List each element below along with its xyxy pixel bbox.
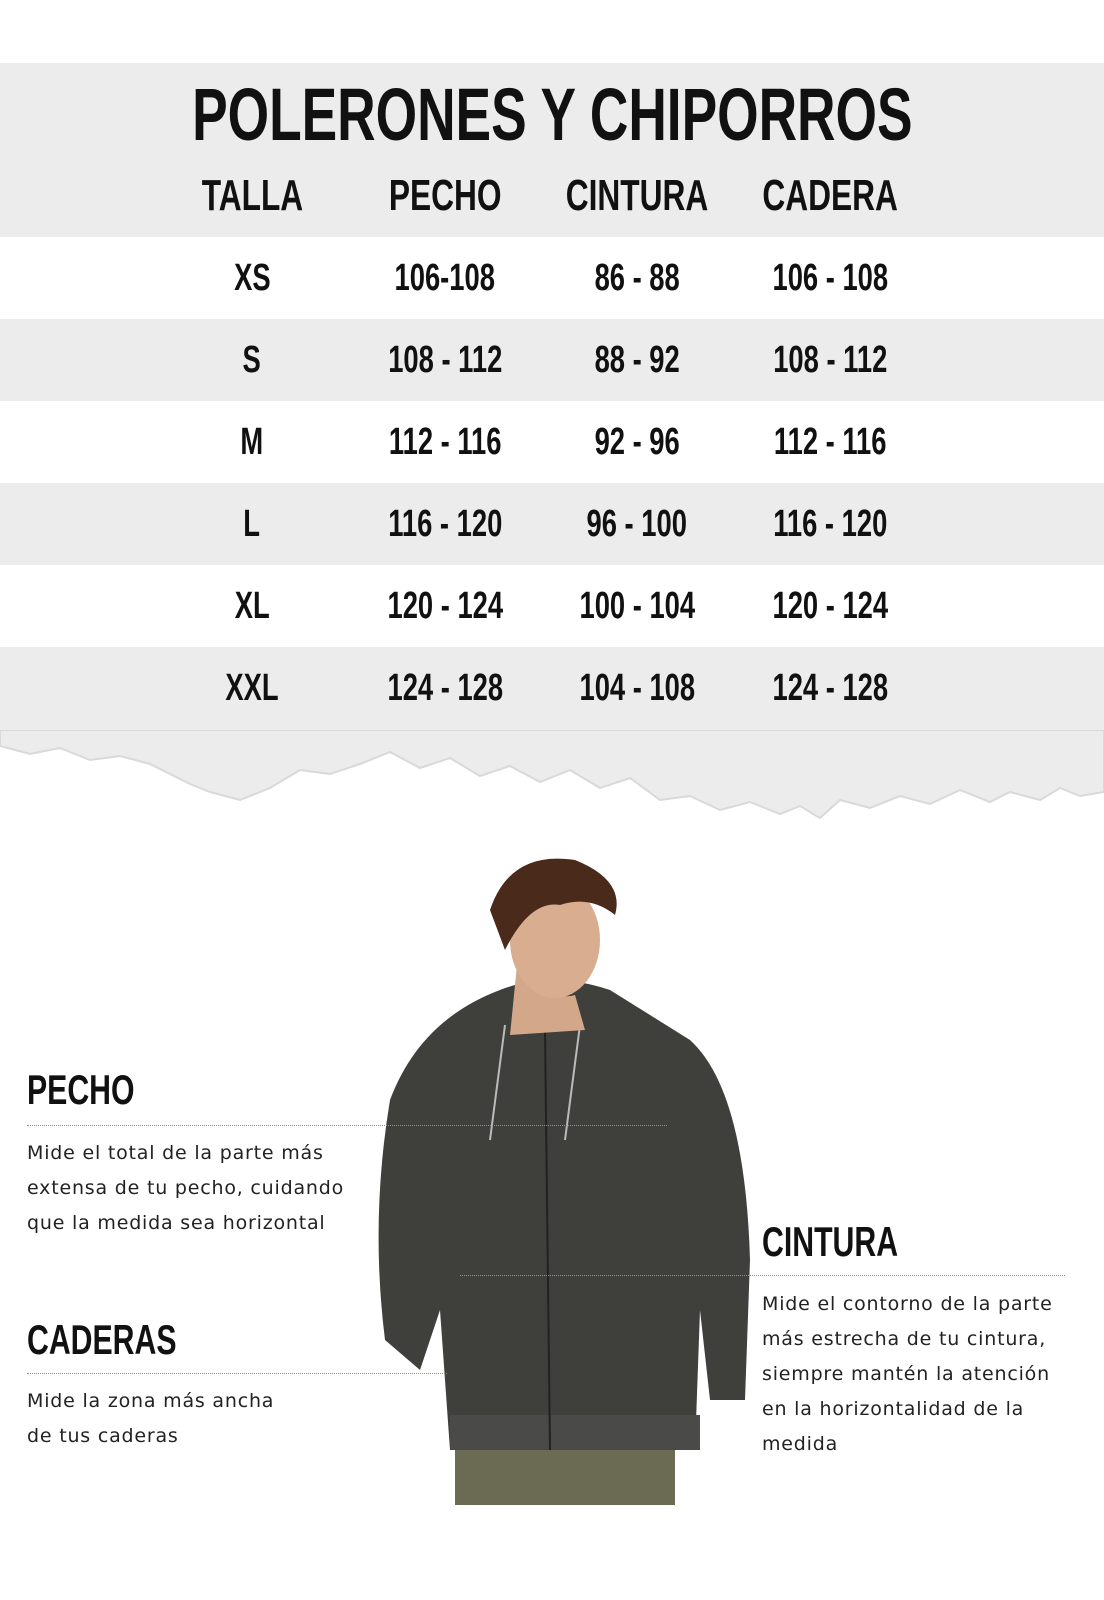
table-row: M 112 - 116 92 - 96 112 - 116	[0, 401, 1104, 483]
table-header: TALLA PECHO CINTURA CADERA	[0, 155, 1104, 237]
table-cell: XS	[233, 257, 271, 299]
pecho-title: PECHO	[27, 1066, 135, 1113]
table-cell: 108 - 112	[387, 339, 503, 381]
header-cintura: CINTURA	[565, 171, 709, 220]
cintura-title: CINTURA	[762, 1218, 899, 1265]
torn-paper-edge	[0, 730, 1104, 820]
caderas-title: CADERAS	[27, 1316, 177, 1363]
header-cadera: CADERA	[762, 171, 898, 220]
table-cell: 100 - 104	[579, 585, 695, 627]
table-cell: 104 - 108	[579, 667, 695, 709]
table-cell: 106 - 108	[772, 257, 888, 299]
table-row: S 108 - 112 88 - 92 108 - 112	[0, 319, 1104, 401]
pecho-description: Mide el total de la parte más extensa de…	[27, 1142, 345, 1234]
table-cell: 106-108	[394, 257, 496, 299]
model-photo	[378, 858, 750, 1505]
table-cell: 124 - 128	[772, 667, 888, 709]
table-row: XS 106-108 86 - 88 106 - 108	[0, 237, 1104, 319]
table-row: L 116 - 120 96 - 100 116 - 120	[0, 483, 1104, 565]
table-cell: 116 - 120	[387, 503, 503, 545]
table-cell: 88 - 92	[594, 339, 680, 381]
table-cell: S	[242, 339, 262, 381]
row-band-s	[0, 319, 1104, 401]
table-cell: 120 - 124	[387, 585, 503, 627]
table-row: XL 120 - 124 100 - 104 120 - 124	[0, 565, 1104, 647]
table-cell: XL	[234, 585, 270, 627]
table-cell: 112 - 116	[388, 421, 502, 463]
table-cell: 96 - 100	[586, 503, 688, 545]
page-title: POLERONES Y CHIPORROS	[191, 73, 913, 156]
row-band-xxl	[0, 647, 1104, 737]
caderas-description: Mide la zona más ancha de tus caderas	[27, 1390, 275, 1447]
pecho-line	[27, 1125, 667, 1126]
table-cell: 120 - 124	[772, 585, 888, 627]
header-pecho: PECHO	[388, 171, 502, 220]
caderas-line	[27, 1373, 447, 1374]
cintura-description: Mide el contorno de la parte más estrech…	[762, 1293, 1053, 1455]
table-row: XXL 124 - 128 104 - 108 124 - 128	[0, 647, 1104, 729]
table-cell: L	[243, 503, 261, 545]
row-band-l	[0, 483, 1104, 565]
table-cell: 92 - 96	[594, 421, 680, 463]
table-cell: M	[240, 421, 264, 463]
header-talla: TALLA	[201, 171, 303, 220]
header-band	[0, 63, 1104, 237]
table-cell: 108 - 112	[772, 339, 888, 381]
table-cell: 124 - 128	[387, 667, 503, 709]
table-cell: 116 - 120	[772, 503, 888, 545]
table-cell: XXL	[225, 667, 279, 709]
table-cell: 86 - 88	[594, 257, 680, 299]
table-cell: 112 - 116	[773, 421, 887, 463]
cintura-line	[460, 1275, 1065, 1276]
